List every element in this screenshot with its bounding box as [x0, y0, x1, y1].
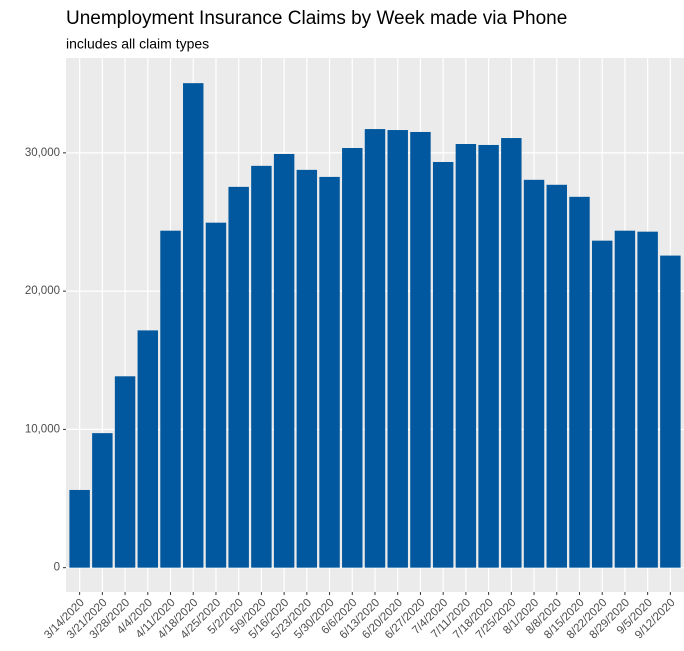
bar [183, 83, 204, 568]
bar [273, 153, 295, 568]
chart-subtitle: includes all claim types [66, 36, 209, 52]
y-tick-label: 30,000 [25, 147, 60, 159]
bar [228, 186, 249, 568]
bar [387, 130, 408, 568]
bar [501, 138, 522, 568]
chart-title: Unemployment Insurance Claims by Week ma… [66, 8, 567, 29]
bar [637, 231, 658, 568]
bar [410, 131, 431, 568]
bar [660, 255, 681, 568]
bar [251, 165, 272, 568]
bar [296, 169, 318, 568]
bar [342, 148, 363, 568]
bar [591, 240, 613, 568]
bar [546, 184, 567, 568]
bar [614, 230, 636, 568]
y-tick-label: 10,000 [25, 423, 60, 435]
bar [569, 196, 590, 568]
bar [114, 376, 136, 568]
bar [92, 433, 113, 568]
y-tick-label: 20,000 [25, 285, 60, 297]
bar [455, 144, 477, 568]
y-tick-label: 0 [54, 562, 60, 574]
bar [69, 489, 90, 568]
bar [319, 176, 340, 568]
bar [364, 129, 386, 568]
bar [523, 179, 545, 568]
bar [205, 222, 227, 568]
bar [478, 144, 499, 568]
bar [432, 161, 454, 568]
bar [137, 330, 159, 568]
bar [160, 230, 181, 568]
